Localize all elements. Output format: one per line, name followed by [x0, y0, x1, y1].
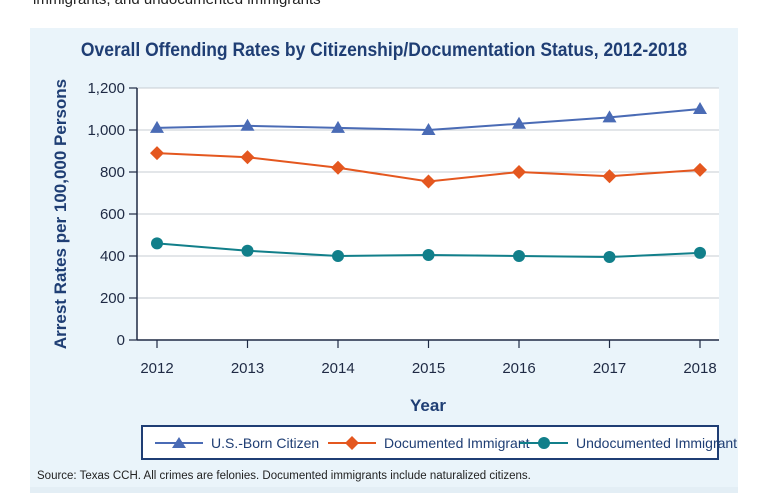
legend-label-undocumented: Undocumented Immigrant [576, 434, 738, 451]
data-point [332, 250, 344, 262]
x-tick-label: 2016 [502, 360, 535, 377]
chart-legend: U.S.-Born Citizen Documented Immigrant U… [141, 425, 737, 460]
legend-item-undocumented: Undocumented Immigrant [520, 427, 737, 458]
data-point [422, 248, 435, 261]
y-tick-label: 800 [100, 164, 125, 181]
x-tick-label: 2018 [683, 360, 716, 377]
data-point [241, 244, 254, 257]
x-tick-label: 2013 [231, 360, 264, 377]
y-axis-title: Arrest Rates per 100,000 Persons [51, 79, 70, 349]
data-point [240, 118, 255, 131]
data-point [240, 150, 255, 165]
data-point [331, 160, 345, 175]
data-point [150, 146, 164, 161]
triangle-marker-icon [155, 436, 203, 448]
data-point [512, 165, 526, 179]
y-tick-label: 1,000 [87, 122, 125, 139]
x-tick-label: 2015 [412, 360, 445, 377]
x-tick-label: 2012 [140, 360, 173, 377]
circle-marker-icon [520, 436, 568, 449]
y-tick-label: 200 [100, 290, 125, 307]
data-point [421, 123, 436, 135]
legend-label-us-born: U.S.-Born Citizen [211, 434, 320, 451]
x-tick-label: 2017 [593, 360, 626, 377]
data-point [694, 246, 706, 259]
y-tick-label: 600 [100, 206, 125, 223]
data-point [421, 174, 436, 189]
y-tick-label: 1,200 [87, 80, 125, 97]
x-tick-label: 2014 [321, 360, 354, 377]
y-tick-label: 0 [117, 332, 125, 349]
data-point [693, 162, 707, 177]
chart-title: Overall Offending Rates by Citizenship/D… [80, 40, 688, 61]
footer-band [30, 487, 738, 493]
data-point [602, 169, 617, 184]
source-note: Source: Texas CCH. All crimes are feloni… [37, 470, 531, 482]
data-point [331, 120, 345, 133]
legend-label-documented: Documented Immigrant [384, 434, 530, 451]
y-tick-label: 400 [100, 248, 125, 265]
data-point [151, 237, 163, 250]
data-point [603, 251, 616, 264]
data-point [602, 110, 617, 123]
top-caption: immigrants, and undocumented immigrants [33, 0, 321, 8]
legend-item-documented: Documented Immigrant [328, 427, 530, 458]
data-point [150, 120, 164, 133]
legend-item-us-born: U.S.-Born Citizen [155, 427, 319, 458]
data-point [512, 116, 526, 129]
x-axis-title: Year [410, 396, 446, 415]
data-point [693, 102, 707, 114]
data-point [513, 250, 525, 262]
diamond-marker-icon [328, 435, 376, 450]
